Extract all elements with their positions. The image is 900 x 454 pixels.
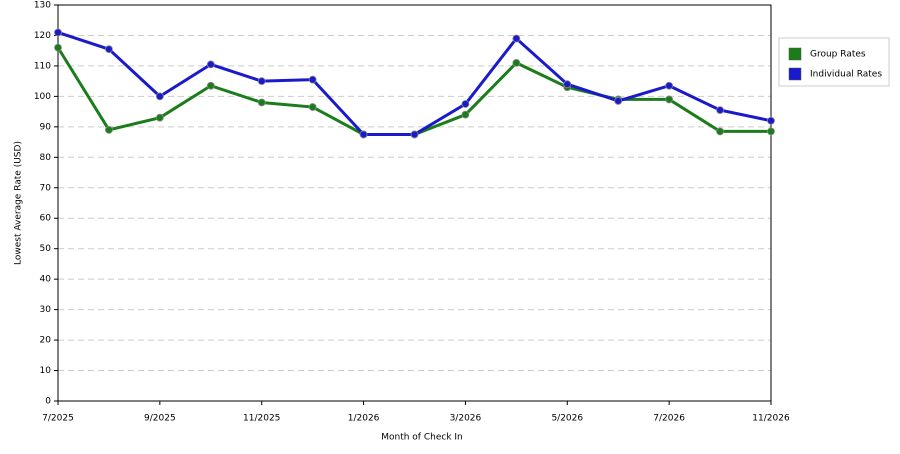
data-point bbox=[54, 28, 62, 37]
y-tick-label: 80 bbox=[40, 153, 52, 163]
x-tick-label: 7/2025 bbox=[42, 414, 74, 424]
y-tick-label: 30 bbox=[40, 305, 52, 315]
data-point bbox=[716, 127, 724, 136]
x-tick-label: 11/2026 bbox=[752, 414, 790, 424]
data-point bbox=[359, 130, 368, 139]
x-tick-label: 5/2026 bbox=[551, 414, 583, 424]
y-tick-label: 50 bbox=[40, 244, 52, 254]
y-tick-label: 130 bbox=[34, 1, 51, 11]
data-point bbox=[716, 106, 724, 114]
data-point bbox=[614, 97, 623, 105]
series-line bbox=[56, 46, 771, 136]
data-point bbox=[767, 127, 775, 136]
data-point bbox=[206, 60, 215, 69]
data-point bbox=[155, 113, 164, 122]
y-tick-label: 90 bbox=[40, 122, 52, 132]
data-point bbox=[257, 77, 266, 86]
legend-swatch bbox=[788, 67, 802, 81]
y-tick-label: 100 bbox=[34, 92, 51, 102]
legend-label: Group Rates bbox=[810, 50, 866, 60]
data-point bbox=[105, 45, 113, 54]
data-point bbox=[308, 103, 317, 111]
data-point bbox=[54, 43, 62, 52]
data-point bbox=[512, 34, 521, 43]
series-line bbox=[57, 30, 772, 136]
x-tick-label: 7/2026 bbox=[653, 414, 685, 424]
y-tick-label: 120 bbox=[34, 31, 51, 41]
plot-frame bbox=[57, 4, 772, 402]
data-point bbox=[257, 98, 266, 107]
data-point bbox=[512, 58, 521, 67]
data-point bbox=[461, 110, 470, 119]
data-point bbox=[665, 95, 674, 104]
x-tick-label: 3/2026 bbox=[450, 414, 482, 424]
data-point bbox=[563, 80, 572, 89]
y-tick-label: 40 bbox=[40, 275, 52, 285]
data-point bbox=[665, 81, 674, 90]
x-tick-label: 1/2026 bbox=[348, 414, 380, 424]
legend-swatch bbox=[788, 47, 802, 61]
data-point bbox=[767, 116, 775, 125]
y-tick-label: 20 bbox=[40, 336, 52, 346]
y-tick-label: 10 bbox=[40, 366, 52, 376]
x-tick-label: 11/2025 bbox=[243, 414, 280, 424]
y-tick-label: 0 bbox=[45, 397, 51, 407]
y-axis-title: Lowest Average Rate (USD) bbox=[14, 141, 24, 265]
y-tick-label: 70 bbox=[40, 183, 52, 193]
legend-label: Individual Rates bbox=[810, 70, 882, 80]
data-point bbox=[105, 125, 113, 134]
data-point bbox=[308, 75, 317, 84]
y-tick-label: 60 bbox=[40, 214, 52, 224]
data-point bbox=[410, 130, 419, 139]
x-tick-label: 9/2025 bbox=[144, 414, 176, 424]
data-point bbox=[155, 92, 164, 101]
data-point bbox=[461, 100, 470, 108]
x-axis-title: Month of Check In bbox=[381, 433, 463, 443]
y-tick-label: 110 bbox=[34, 61, 51, 71]
data-point bbox=[206, 81, 215, 90]
